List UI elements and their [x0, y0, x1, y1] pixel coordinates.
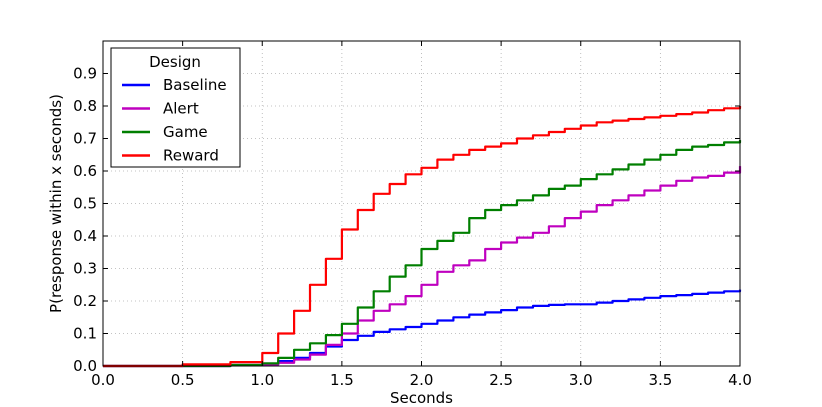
x-axis-label: Seconds: [390, 389, 453, 407]
legend-label-reward: Reward: [163, 147, 219, 165]
legend-title: Design: [149, 53, 201, 71]
y-tick-label: 0.2: [73, 292, 97, 310]
series-layer: [103, 106, 742, 368]
y-tick-label: 0.0: [73, 357, 97, 375]
series-line-game: [103, 140, 742, 368]
x-tick-label: 0.5: [171, 371, 195, 389]
y-tick-label: 0.7: [73, 130, 97, 148]
x-tick-label: 3.0: [569, 371, 593, 389]
y-tick-label: 0.4: [73, 227, 97, 245]
x-tick-label: 4.0: [728, 371, 752, 389]
x-tick-label: 1.5: [330, 371, 354, 389]
y-tick-label: 0.3: [73, 260, 97, 278]
x-tick-label: 3.5: [648, 371, 672, 389]
x-tick-label: 0.0: [91, 371, 115, 389]
y-tick-label: 0.1: [73, 325, 97, 343]
y-tick-label: 0.8: [73, 97, 97, 115]
x-tick-label: 2.5: [489, 371, 513, 389]
legend-label-game: Game: [163, 123, 208, 141]
series-line-reward: [103, 106, 742, 368]
legend: Design Baseline Alert Game Reward: [110, 47, 241, 168]
x-tick-label: 1.0: [250, 371, 274, 389]
y-tick-label: 0.9: [73, 65, 97, 83]
legend-label-alert: Alert: [163, 100, 199, 118]
legend-label-baseline: Baseline: [163, 76, 227, 94]
y-axis-label: P(response within x seconds): [47, 94, 65, 313]
legend-items: Baseline Alert Game Reward: [122, 76, 227, 165]
x-tick-label: 2.0: [410, 371, 434, 389]
series-line-alert: [103, 166, 742, 368]
y-tick-label: 0.6: [73, 162, 97, 180]
tick-layer: 0.0 0.5 1.0 1.5 2.0 2.5 3.0 3.5 4.0 0.0 0.1 0.2 0.3 0…: [73, 41, 752, 389]
y-tick-label: 0.5: [73, 195, 97, 213]
